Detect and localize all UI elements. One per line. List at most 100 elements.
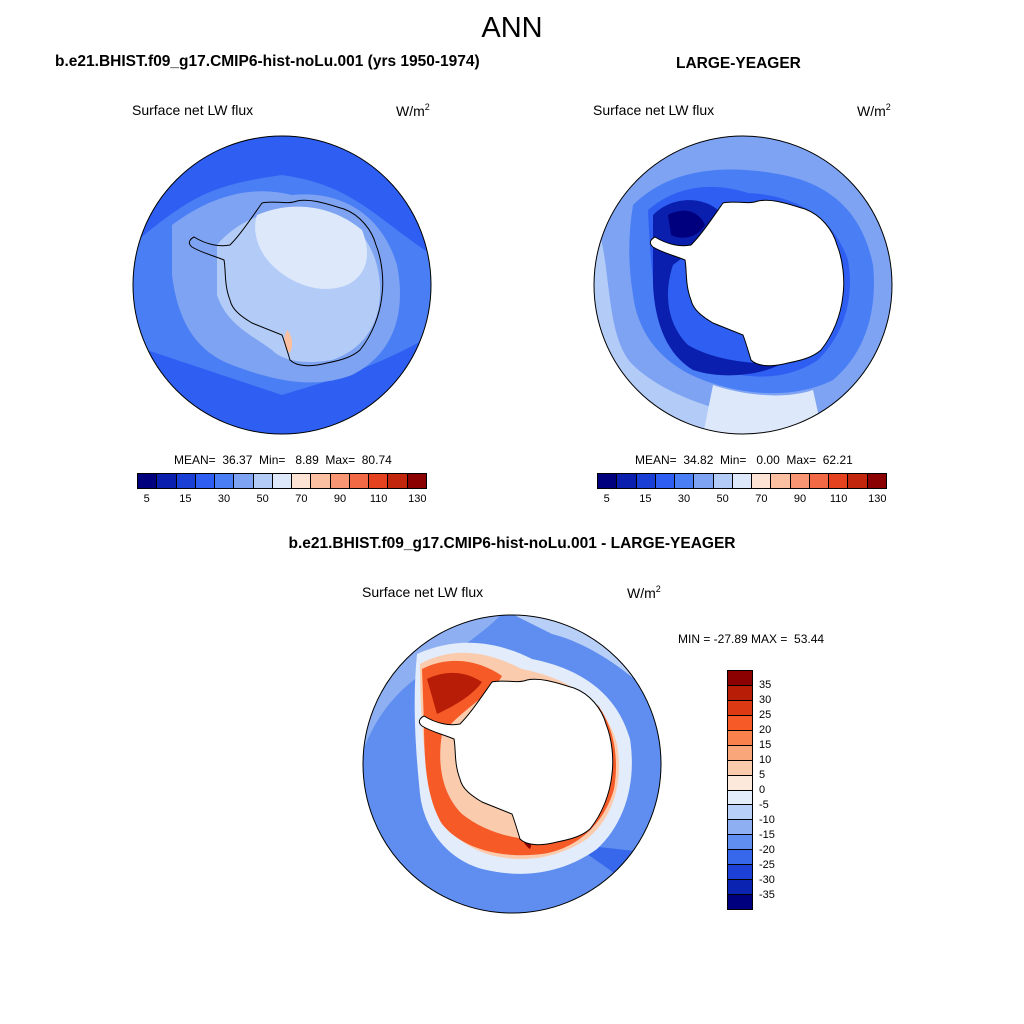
- contour-band: [133, 335, 431, 434]
- colorbar-swatch: [617, 474, 637, 488]
- contour-band: [703, 385, 823, 434]
- colorbar-tick-label: 20: [759, 724, 772, 736]
- colorbar-tick-label: 110: [829, 493, 848, 505]
- colorbar-swatch: [728, 775, 752, 791]
- map-border: [362, 614, 662, 914]
- colorbar-swatch: [388, 474, 408, 488]
- panel-2-stats: MEAN= 34.82 Min= 0.00 Max= 62.21: [635, 453, 853, 467]
- colorbar-swatch: [728, 835, 752, 851]
- colorbar-swatch: [636, 474, 656, 488]
- colorbar-tick-label: 15: [179, 493, 192, 505]
- figure-title: ANN: [481, 12, 543, 44]
- colorbar-tick-label: -35: [759, 889, 775, 901]
- colorbar-tick-label: 15: [759, 739, 772, 751]
- panel-3-colorbar: [727, 670, 753, 910]
- colorbar-tick-label: 70: [295, 493, 308, 505]
- colorbar-swatch: [292, 474, 312, 488]
- colorbar-swatch: [790, 474, 810, 488]
- panel-1-colorbar: [137, 473, 427, 489]
- panel-2-units-label: W/m2: [857, 102, 891, 119]
- panel-1-units-label: W/m2: [396, 102, 430, 119]
- colorbar-tick-label: 70: [755, 493, 768, 505]
- colorbar-swatch: [728, 895, 752, 909]
- colorbar-tick-label: 5: [759, 769, 766, 781]
- colorbar-swatch: [728, 745, 752, 761]
- colorbar-swatch: [809, 474, 830, 488]
- colorbar-swatch: [728, 700, 752, 716]
- colorbar-tick-label: -15: [759, 829, 775, 841]
- colorbar-swatch: [694, 474, 714, 488]
- colorbar-tick-label: 90: [333, 493, 347, 505]
- panel-2-polar-map: [593, 135, 893, 435]
- colorbar-tick-label: 15: [639, 493, 652, 505]
- panel-1-variable-label: Surface net LW flux: [132, 102, 254, 118]
- colorbar-tick-label: -10: [759, 814, 775, 826]
- panel-3-units-label: W/m2: [627, 584, 661, 601]
- colorbar-swatch: [728, 865, 752, 881]
- colorbar-tick-label: 30: [759, 694, 772, 706]
- colorbar-tick-label: 50: [256, 493, 269, 505]
- colorbar-swatch: [311, 474, 331, 488]
- colorbar-tick-label: 50: [716, 493, 729, 505]
- colorbar-swatch: [369, 474, 389, 488]
- contour-band: [427, 672, 482, 714]
- colorbar-swatch: [728, 880, 752, 896]
- antarctica-mask: [649, 199, 845, 367]
- colorbar-swatch: [829, 474, 849, 488]
- colorbar-tick-label: 5: [143, 493, 150, 505]
- colorbar-swatch: [407, 474, 426, 488]
- colorbar-tick-label: 0: [759, 784, 766, 796]
- colorbar-tick-label: 130: [408, 493, 427, 505]
- colorbar-tick-label: 110: [369, 493, 388, 505]
- colorbar-swatch: [272, 474, 293, 488]
- colorbar-swatch: [349, 474, 370, 488]
- colorbar-swatch: [728, 760, 752, 776]
- colorbar-swatch: [330, 474, 350, 488]
- colorbar-swatch: [728, 715, 752, 731]
- colorbar-swatch: [675, 474, 695, 488]
- colorbar-swatch: [234, 474, 254, 488]
- panel-1-stats: MEAN= 36.37 Min= 8.89 Max= 80.74: [174, 453, 392, 467]
- antarctica-mask: [418, 678, 614, 846]
- colorbar-swatch: [728, 850, 752, 866]
- colorbar-tick-label: -30: [759, 874, 775, 886]
- panel-1-polar-map: [132, 135, 432, 435]
- colorbar-swatch: [752, 474, 772, 488]
- colorbar-swatch: [728, 820, 752, 836]
- panel-3-title: b.e21.BHIST.f09_g17.CMIP6-hist-noLu.001 …: [288, 535, 736, 552]
- colorbar-swatch: [713, 474, 733, 488]
- colorbar-tick-label: 130: [868, 493, 887, 505]
- colorbar-swatch: [728, 671, 752, 686]
- colorbar-swatch: [253, 474, 273, 488]
- colorbar-swatch: [867, 474, 886, 488]
- colorbar-swatch: [157, 474, 177, 488]
- contour-band: [594, 215, 743, 434]
- map-border: [132, 135, 432, 435]
- colorbar-swatch: [728, 685, 752, 701]
- colorbar-swatch: [215, 474, 235, 488]
- colorbar-tick-label: 25: [759, 709, 772, 721]
- colorbar-swatch: [771, 474, 791, 488]
- panel-1-title: b.e21.BHIST.f09_g17.CMIP6-hist-noLu.001 …: [55, 53, 480, 70]
- colorbar-swatch: [728, 730, 752, 746]
- colorbar-tick-label: -20: [759, 844, 775, 856]
- contour-band: [668, 210, 705, 238]
- colorbar-tick-label: 90: [793, 493, 807, 505]
- panel-3-variable-label: Surface net LW flux: [362, 584, 484, 600]
- colorbar-swatch: [655, 474, 676, 488]
- map-border: [593, 135, 893, 435]
- contour-band: [133, 136, 431, 255]
- panel-3-stats: MIN = -27.89 MAX = 53.44: [678, 632, 825, 646]
- panel-2-colorbar: [597, 473, 887, 489]
- colorbar-swatch: [195, 474, 216, 488]
- colorbar-tick-label: 10: [759, 754, 772, 766]
- colorbar-swatch: [728, 790, 752, 806]
- colorbar-swatch: [138, 474, 158, 488]
- colorbar-tick-label: 30: [677, 493, 691, 505]
- panel-2-variable-label: Surface net LW flux: [593, 102, 715, 118]
- colorbar-swatch: [728, 805, 752, 821]
- colorbar-swatch: [598, 474, 618, 488]
- colorbar-tick-label: 35: [759, 679, 772, 691]
- colorbar-swatch: [732, 474, 753, 488]
- antarctica-coastline: [188, 199, 384, 367]
